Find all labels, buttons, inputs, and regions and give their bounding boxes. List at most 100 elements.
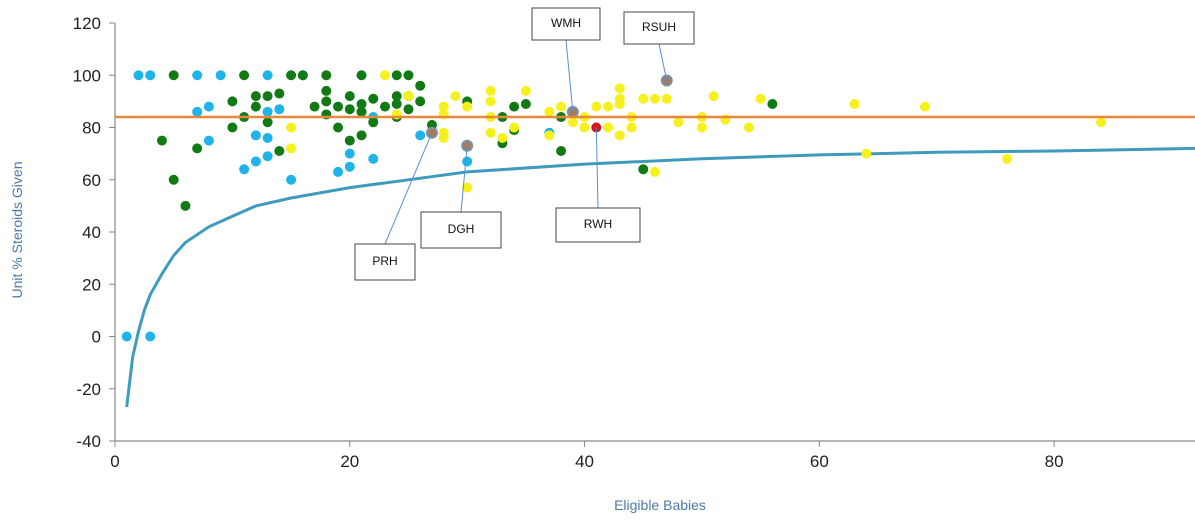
y-tick-label: 0 [92,328,101,347]
data-point [755,93,766,104]
y-tick-label: 60 [82,171,101,190]
data-point [415,130,426,141]
data-point [321,96,332,107]
data-point [145,70,156,81]
data-point [297,70,308,81]
y-axis-ticks: 120 100 80 60 40 20 0 -20 -40 [73,14,115,451]
data-point [638,93,649,104]
data-point [262,106,273,117]
data-point [391,91,402,102]
data-point [638,164,649,175]
callout-prh: PRH [354,132,433,281]
data-point [544,106,555,117]
plot-area [115,70,1195,408]
data-point [321,85,332,96]
data-point [250,156,261,167]
data-point [696,122,707,133]
data-point [708,91,719,102]
callout-dgh: DGH [420,145,502,249]
data-point [462,182,473,193]
data-point [250,101,261,112]
data-point [133,70,144,81]
callout-label: RSUH [642,20,676,34]
data-point [192,70,203,81]
data-point [262,70,273,81]
data-point [309,101,320,112]
data-point [380,70,390,81]
data-point [391,70,402,81]
data-point [567,117,578,128]
data-point [274,104,285,115]
data-point [227,96,238,107]
data-point [250,130,261,141]
callout-label: RWH [584,217,612,231]
data-point [180,200,191,211]
callout-arrow [565,39,574,112]
data-point [650,93,660,104]
data-point [145,331,156,342]
data-point [462,156,473,167]
x-axis-title: Eligible Babies [614,497,706,513]
data-point [485,85,496,96]
callout-box [623,11,695,45]
data-point [333,122,344,133]
data-point [1002,153,1013,164]
y-tick-label: 80 [82,119,101,138]
data-point [626,122,637,133]
data-point [462,101,473,112]
data-point [403,70,414,81]
callout-label: WMH [551,16,581,30]
data-point [767,98,778,109]
data-point [650,166,660,177]
y-tick-label: 40 [82,223,101,242]
callout-label: PRH [372,254,397,268]
data-point [556,146,567,157]
callout-arrow [460,145,468,213]
y-tick-label: 100 [73,66,101,85]
data-point [286,174,297,185]
callout-rwh: RWH [555,127,641,243]
data-point [286,122,297,133]
data-point [203,135,214,146]
data-point [227,122,238,133]
data-point [614,83,625,94]
data-point [673,117,684,128]
data-point [121,331,132,342]
data-point [333,166,344,177]
data-point [591,101,602,112]
data-point [556,101,567,112]
x-tick-label: 60 [810,452,829,471]
data-point [344,91,355,102]
data-point [262,132,273,143]
data-point [344,104,355,115]
data-point [544,130,555,141]
data-point [849,98,860,109]
data-point [603,122,614,133]
data-point [203,101,214,112]
data-point [274,88,285,99]
y-tick-label: 20 [82,275,101,294]
x-tick-label: 0 [110,452,119,471]
data-point [168,174,179,185]
data-point [192,143,203,154]
callout-box [555,207,641,243]
unit-callouts: WMH RSUH PRH DGH RWH [354,7,695,281]
y-axis-title: Unit % Steroids Given [9,162,25,299]
data-point [403,104,414,115]
x-tick-label: 40 [575,452,594,471]
funnel-limit-curve [125,146,1195,408]
data-point [509,122,520,133]
data-point [603,101,614,112]
x-tick-label: 80 [1045,452,1064,471]
data-point [509,101,520,112]
callout-arrow [384,132,433,245]
callout-wmh: WMH [531,7,601,112]
data-point [262,91,273,102]
data-point [321,70,332,81]
data-point [391,98,402,109]
data-point [485,96,496,107]
y-tick-label: -20 [76,380,101,399]
data-point [520,98,531,109]
data-point [356,106,367,117]
